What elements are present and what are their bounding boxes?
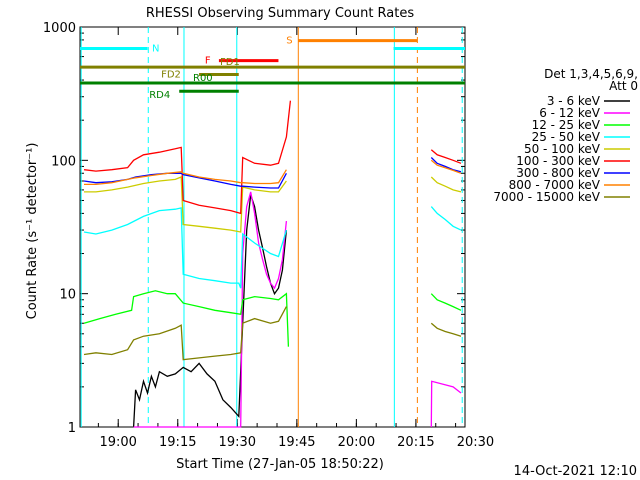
series-line-6-seg-1 [430,157,462,173]
flag-label-fd1: FD1 [220,57,240,68]
timestamp-label: 14-Oct-2021 12:10 [514,464,637,479]
x-axis-label: Start Time (27-Jan-05 18:50:22) [176,457,384,472]
flag-label-f: F [205,56,211,67]
flag-label-s: S [286,36,292,47]
legend-label-0: 3 - 6 keV [547,94,601,108]
legend-label-1: 6 - 12 keV [539,106,601,120]
x-tick-label: 20:30 [457,435,494,450]
series-line-8-seg-1 [430,322,462,337]
series-line-7-seg-0 [84,169,287,186]
series-line-3-seg-0 [83,207,288,289]
series-line-0-seg-0 [132,194,288,428]
legend-label-3: 25 - 50 keV [532,130,601,144]
legend-header-0: Det 1,3,4,5,6,9, [544,67,638,81]
series-line-2-seg-0 [83,290,290,347]
series-line-2-seg-1 [430,293,462,311]
chart-title: RHESSI Observing Summary Count Rates [146,6,415,21]
legend-label-5: 100 - 300 keV [516,154,600,168]
x-tick-label: 19:30 [219,435,256,450]
y-tick-label: 10 [59,288,76,303]
series-line-5-seg-1 [430,149,462,164]
x-tick-label: 20:15 [397,435,434,450]
flag-label-n: N [152,43,159,54]
y-tick-label: 100 [51,154,76,169]
legend-label-7: 800 - 7000 keV [509,178,601,192]
flag-label-r00: R00 [193,73,213,84]
series-line-1-seg-1 [430,380,462,428]
series-line-3-seg-1 [430,206,462,231]
series-line-4-seg-0 [84,176,287,233]
x-tick-label: 19:15 [159,435,196,450]
legend-header-1: Att 0 [609,79,638,93]
x-tick-label: 20:00 [338,435,375,450]
y-tick-label: 1000 [43,21,76,36]
flag-label-fd2: FD2 [161,70,181,81]
plot-area: 1 10 100 1000 19:00 19:15 19:30 19:45 20:00 20:15… [43,21,494,450]
series-line-7-seg-1 [430,159,462,174]
series-line-1-seg-0 [133,191,288,428]
x-tick-label: 19:00 [99,435,136,450]
legend-label-4: 50 - 100 keV [524,142,601,156]
y-axis-label: Count Rate (s⁻¹ detector⁻¹) [25,143,40,320]
series-line-8-seg-0 [83,306,287,361]
series-line-4-seg-1 [430,176,462,193]
y-tick-label: 1 [68,421,76,436]
x-tick-label: 19:45 [278,435,315,450]
plot-frame [79,26,466,428]
series-line-6-seg-0 [83,172,287,189]
legend-label-6: 300 - 800 keV [516,166,600,180]
legend-label-2: 12 - 25 keV [532,118,601,132]
flag-label-rd4: RD4 [149,90,170,101]
series-line-5-seg-0 [83,100,292,215]
legend-label-8: 7000 - 15000 keV [493,190,600,204]
